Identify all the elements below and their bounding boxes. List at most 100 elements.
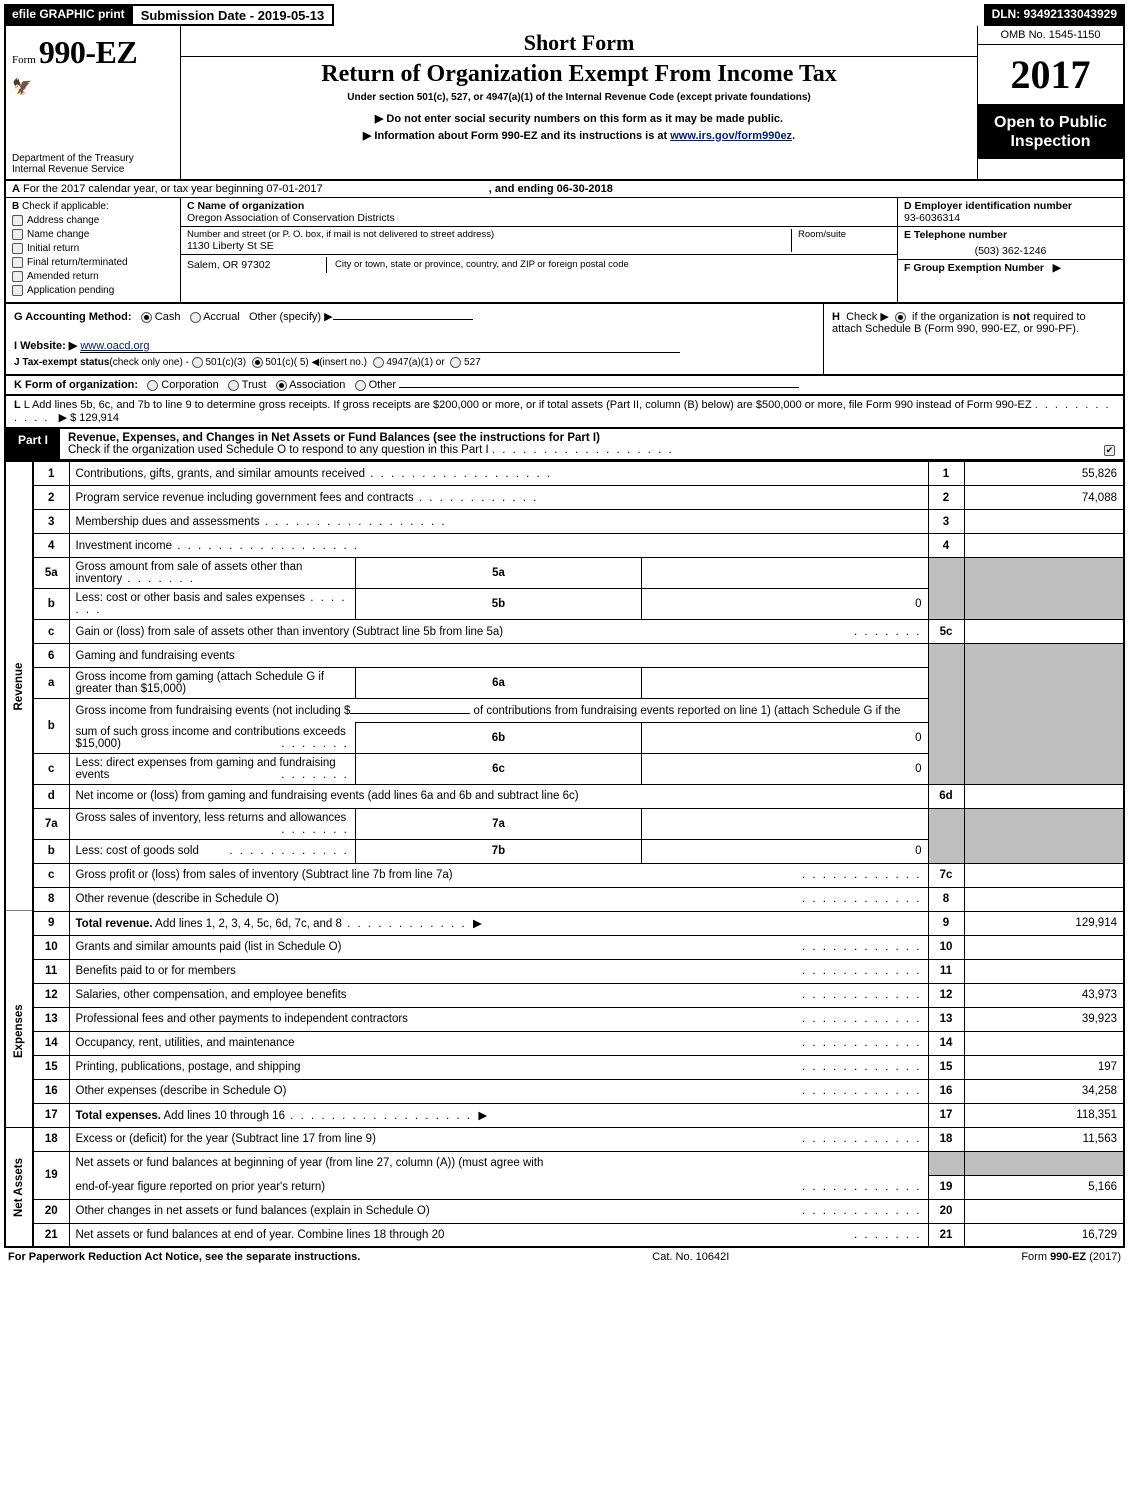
dept-treasury: Department of the Treasury [12,153,174,164]
form-title: Return of Organization Exempt From Incom… [181,57,977,92]
line-18-value: 11,563 [964,1127,1124,1151]
line-8-value [964,887,1124,911]
j-label: J Tax-exempt status [14,357,109,368]
short-form-title: Short Form [181,26,977,57]
line-7a-value [642,808,928,839]
g-label: G Accounting Method: [14,311,132,323]
radio-4947a1[interactable] [373,357,384,368]
irs-instructions-link[interactable]: www.irs.gov/form990ez [670,130,792,142]
d-ein-label: D Employer identification number [904,200,1117,212]
city-label: City or town, state or province, country… [327,257,891,273]
radio-h-check[interactable] [895,312,906,323]
paperwork-notice: For Paperwork Reduction Act Notice, see … [8,1251,360,1263]
l-gross-receipts: L L Add lines 5b, 6c, and 7b to line 9 t… [4,396,1125,429]
line-11-value [964,959,1124,983]
irs-eagle-icon: 🦅 [12,77,174,97]
line-7b-value: 0 [642,839,928,863]
part-i-tag: Part I [6,429,60,459]
efile-print-label: efile GRAPHIC print [4,4,133,26]
i-label: I Website: ▶ [14,340,77,352]
radio-other-org[interactable] [355,380,366,391]
radio-501c[interactable] [252,357,263,368]
revenue-sidebar: Revenue [5,462,33,912]
line-10-value [964,935,1124,959]
expenses-sidebar: Expenses [5,935,33,1127]
line-21-value: 16,729 [964,1223,1124,1247]
line-a-begin: For the 2017 calendar year, or tax year … [23,183,323,195]
room-label: Room/suite [798,229,891,240]
radio-corporation[interactable] [147,380,158,391]
line-6d-value [964,784,1124,808]
addr-label: Number and street (or P. O. box, if mail… [187,229,785,240]
line-20-value [964,1199,1124,1223]
tax-year: 2017 [978,45,1123,105]
radio-trust[interactable] [228,380,239,391]
line-15-value: 197 [964,1055,1124,1079]
line-14-value [964,1031,1124,1055]
part-i-header: Part I Revenue, Expenses, and Changes in… [4,429,1125,461]
page-footer: For Paperwork Reduction Act Notice, see … [4,1248,1125,1266]
line-17-value: 118,351 [964,1103,1124,1127]
top-bar: efile GRAPHIC print Submission Date - 20… [4,4,1125,26]
section-b-checkboxes: B Check if applicable: Address change Na… [6,198,181,302]
line-5a-value [642,558,928,589]
form-header: Form 990-EZ 🦅 Department of the Treasury… [4,26,1125,181]
part-i-sub: Check if the organization used Schedule … [68,444,489,456]
check-name-change[interactable] [12,229,23,240]
net-assets-sidebar: Net Assets [5,1127,33,1247]
dept-irs: Internal Revenue Service [12,164,174,175]
line-6a-value [642,668,928,699]
check-initial-return[interactable] [12,243,23,254]
f-group-label: F Group Exemption Number [904,262,1044,274]
line-7c-value [964,863,1124,887]
line-5c-value [964,620,1124,644]
check-address-change[interactable] [12,215,23,226]
instr-line-2: ▶ Information about Form 990-EZ and its … [189,128,969,145]
radio-501c3[interactable] [192,357,203,368]
form-number: 990-EZ [39,34,137,71]
line-2-value: 74,088 [964,486,1124,510]
line-16-value: 34,258 [964,1079,1124,1103]
part-i-table: Revenue 1 Contributions, gifts, grants, … [4,461,1125,1248]
phone-value: (503) 362-1246 [904,241,1117,257]
line-19-value: 5,166 [964,1175,1124,1199]
line-6c-value: 0 [642,753,928,784]
line-5b-value: 0 [642,589,928,620]
form-prefix: Form [12,54,36,66]
line-4-value [964,534,1124,558]
org-address: 1130 Liberty St SE [187,240,785,252]
line-6b-value: 0 [642,723,928,754]
check-schedule-o[interactable] [1104,445,1115,456]
accounting-website-block: G Accounting Method: Cash Accrual Other … [4,304,1125,376]
website-link[interactable]: www.oacd.org [80,340,680,353]
org-name: Oregon Association of Conservation Distr… [187,212,891,224]
radio-association[interactable] [276,380,287,391]
radio-cash[interactable] [141,312,152,323]
identification-block: A For the 2017 calendar year, or tax yea… [4,181,1125,304]
line-13-value: 39,923 [964,1007,1124,1031]
line-3-value [964,510,1124,534]
form-subtitle: Under section 501(c), 527, or 4947(a)(1)… [181,92,977,109]
line-1-value: 55,826 [964,462,1124,486]
part-i-title: Revenue, Expenses, and Changes in Net As… [68,432,600,444]
c-name-label: C Name of organization [187,200,891,212]
e-phone-label: E Telephone number [904,229,1117,241]
instr-line-1: ▶ Do not enter social security numbers o… [189,111,969,128]
dln-label: DLN: 93492133043929 [984,4,1125,26]
check-application-pending[interactable] [12,285,23,296]
l-amount: ▶ $ 129,914 [59,412,119,424]
open-public-badge: Open to Public Inspection [978,105,1123,159]
line-9-value: 129,914 [964,911,1124,935]
k-form-organization: K Form of organization: Corporation Trus… [4,376,1125,396]
radio-accrual[interactable] [190,312,201,323]
omb-number: OMB No. 1545-1150 [978,26,1123,45]
check-amended-return[interactable] [12,271,23,282]
line-a-end: , and ending 06-30-2018 [489,183,613,195]
submission-date: Submission Date - 2019-05-13 [133,4,335,26]
other-specify-field[interactable] [333,319,473,320]
radio-527[interactable] [450,357,461,368]
cat-number: Cat. No. 10642I [652,1251,729,1263]
arrow-icon: ▶ [1053,262,1061,274]
ein-value: 93-6036314 [904,212,1117,224]
check-final-return[interactable] [12,257,23,268]
